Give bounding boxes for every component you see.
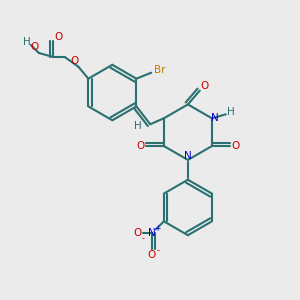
Text: N: N xyxy=(211,113,219,123)
Text: O: O xyxy=(31,42,39,52)
Text: H: H xyxy=(23,37,31,47)
Text: H: H xyxy=(134,121,142,131)
Text: O: O xyxy=(133,228,141,238)
Text: O: O xyxy=(55,32,63,42)
Text: O: O xyxy=(148,250,156,260)
Text: H: H xyxy=(227,107,235,117)
Text: N: N xyxy=(184,151,192,161)
Text: -: - xyxy=(156,247,159,256)
Text: O: O xyxy=(232,141,240,151)
Text: O: O xyxy=(136,141,144,151)
Text: -: - xyxy=(142,234,145,243)
Text: N: N xyxy=(148,228,156,238)
Text: O: O xyxy=(201,81,209,91)
Text: Br: Br xyxy=(154,65,166,75)
Text: O: O xyxy=(70,56,79,66)
Text: +: + xyxy=(154,224,160,233)
